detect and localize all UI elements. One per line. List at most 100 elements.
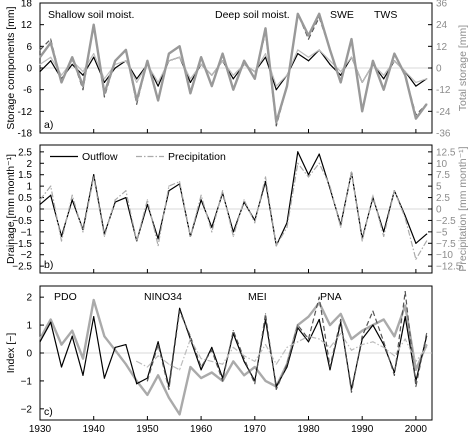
data-point xyxy=(318,13,320,15)
data-point xyxy=(329,366,331,368)
data-point xyxy=(71,335,73,337)
data-point xyxy=(221,52,224,55)
data-point xyxy=(340,332,342,335)
data-point xyxy=(264,27,267,29)
data-point xyxy=(254,78,256,80)
data-point xyxy=(297,324,299,326)
y-tick-label: 1 xyxy=(26,182,32,193)
data-point xyxy=(275,85,277,87)
legend-label: Shallow soil moist. xyxy=(48,9,134,21)
legend-label: TWS xyxy=(374,9,397,21)
data-point xyxy=(307,174,310,176)
y-tick-label: −1.5 xyxy=(12,239,32,250)
data-point xyxy=(350,56,353,58)
legend-label: SWE xyxy=(330,9,354,21)
y-right-tick-label: 12 xyxy=(436,42,448,53)
y-tick-label: 18 xyxy=(21,0,33,10)
data-point xyxy=(286,366,288,368)
data-point xyxy=(179,180,181,183)
data-point xyxy=(114,346,116,349)
x-tick-label: 1960 xyxy=(190,424,213,434)
data-point xyxy=(307,338,310,340)
data-point xyxy=(426,346,428,349)
data-point xyxy=(179,413,181,416)
y-tick-label: −2 xyxy=(21,250,33,261)
data-point xyxy=(125,49,127,51)
data-point xyxy=(318,153,320,155)
y-tick-label: -12 xyxy=(18,107,33,118)
y-tick-label: 6 xyxy=(26,42,32,53)
data-point xyxy=(103,335,106,337)
data-point xyxy=(93,316,95,318)
data-point xyxy=(254,366,256,368)
data-point xyxy=(264,52,267,55)
panel-label: a) xyxy=(44,119,53,131)
data-point xyxy=(275,121,277,123)
data-point xyxy=(286,363,288,365)
data-point xyxy=(307,341,310,343)
legend-label: PNA xyxy=(320,291,342,303)
data-point xyxy=(50,318,52,321)
data-point xyxy=(350,171,353,174)
data-point xyxy=(60,74,63,76)
data-point xyxy=(200,63,202,65)
series-line-precipitation xyxy=(39,162,428,260)
y-axis-label: Drainage [mm month⁻¹] xyxy=(5,154,17,264)
y-axis-label: Storage components [mm] xyxy=(5,6,17,129)
series-layer xyxy=(38,12,428,416)
data-point xyxy=(168,363,170,365)
y-tick-label: 2 xyxy=(26,293,32,304)
data-point xyxy=(329,346,331,349)
data-point xyxy=(361,240,363,242)
data-point xyxy=(340,318,342,321)
panel-label: b) xyxy=(44,259,53,271)
y-tick-label: 0 xyxy=(26,64,32,75)
data-point xyxy=(146,380,148,382)
data-point xyxy=(157,355,159,357)
series-line-nino34 xyxy=(39,307,428,390)
data-point xyxy=(329,63,331,65)
data-point xyxy=(103,235,106,238)
data-point xyxy=(200,194,202,196)
data-point xyxy=(372,324,374,326)
data-point xyxy=(136,240,138,242)
data-point xyxy=(243,199,245,201)
data-point xyxy=(168,60,170,62)
data-point xyxy=(329,369,331,371)
data-point xyxy=(264,180,267,183)
data-point xyxy=(329,324,331,326)
data-point xyxy=(318,338,320,340)
y-right-tick-label: -12 xyxy=(436,85,451,96)
data-point xyxy=(232,89,234,91)
x-tick-label: 1970 xyxy=(244,424,267,434)
x-tick-label: 1980 xyxy=(297,424,320,434)
data-point xyxy=(179,369,181,371)
data-point xyxy=(415,258,417,260)
data-point xyxy=(275,244,277,247)
data-point xyxy=(307,38,310,40)
data-point xyxy=(361,335,363,337)
data-point xyxy=(350,391,353,393)
y-right-tick-label: 12.5 xyxy=(436,147,456,158)
data-point xyxy=(39,199,41,201)
data-point xyxy=(426,103,428,105)
data-point xyxy=(60,366,63,368)
data-point xyxy=(93,174,95,176)
data-point xyxy=(114,199,116,201)
data-point xyxy=(136,103,138,105)
data-point xyxy=(318,49,320,51)
data-point xyxy=(50,42,52,44)
data-point xyxy=(297,13,299,15)
data-point xyxy=(275,125,277,127)
data-point xyxy=(404,304,406,307)
data-point xyxy=(200,357,202,360)
data-point xyxy=(232,330,234,332)
data-point xyxy=(372,194,374,196)
data-point xyxy=(383,89,385,91)
y-right-tick-label: -36 xyxy=(436,129,451,140)
data-point xyxy=(297,162,299,164)
data-point xyxy=(82,89,84,91)
data-point xyxy=(60,240,63,242)
data-point xyxy=(254,383,256,385)
data-point xyxy=(415,81,417,84)
